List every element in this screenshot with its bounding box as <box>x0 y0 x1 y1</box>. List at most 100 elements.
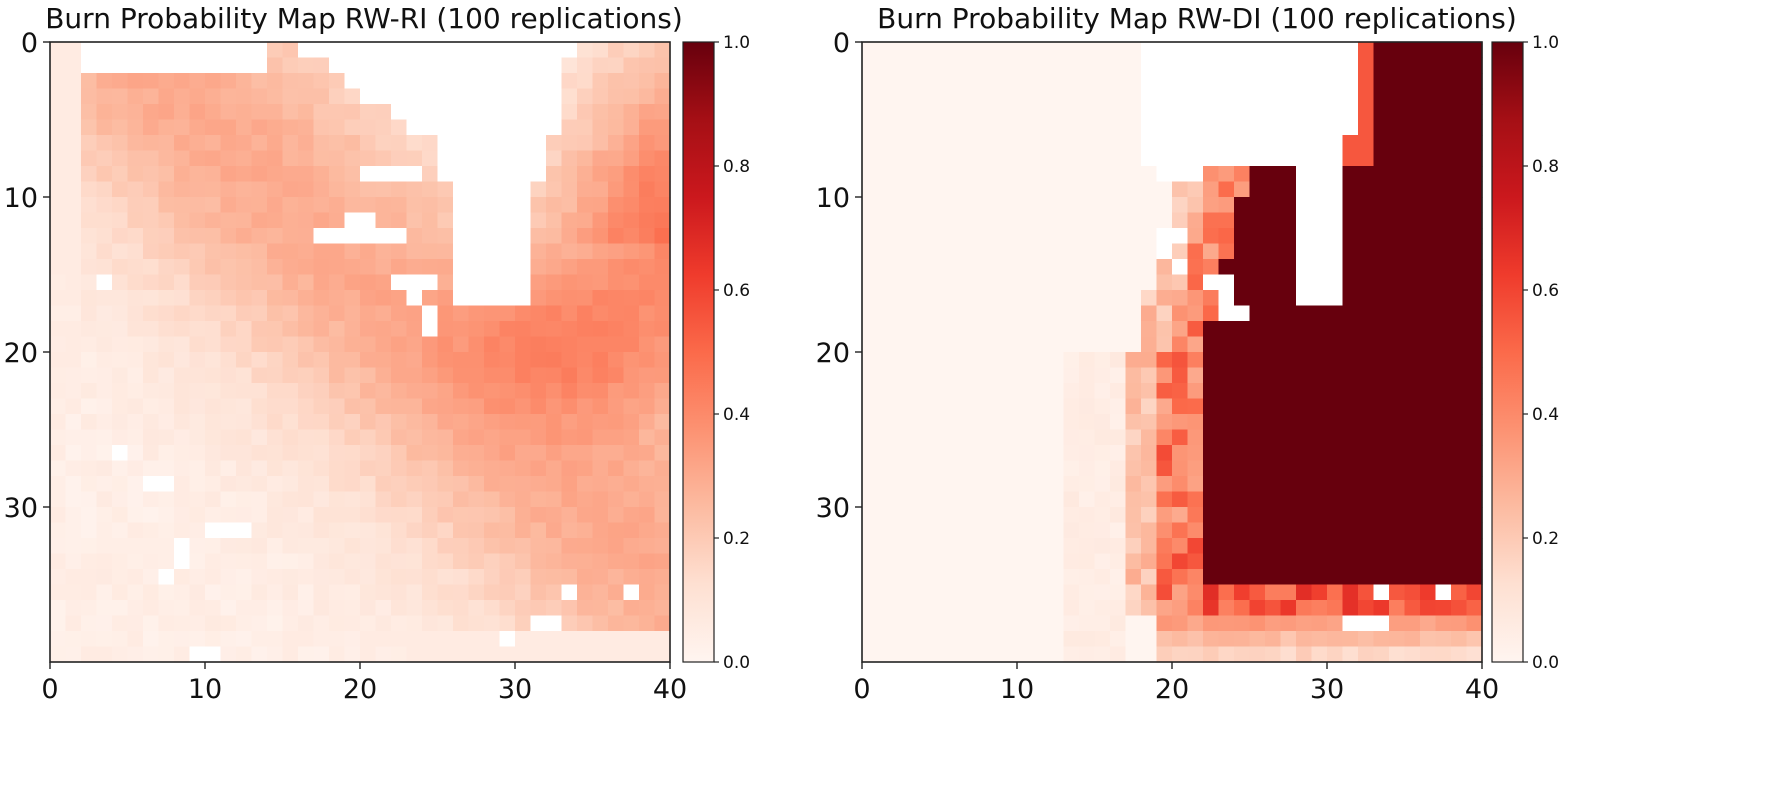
heatmap-cell <box>877 166 894 183</box>
heatmap-cell <box>893 290 910 307</box>
heatmap-cell <box>893 414 910 431</box>
heatmap-cell <box>1156 352 1173 369</box>
heatmap-cell <box>1187 398 1204 415</box>
heatmap-cell <box>375 476 392 493</box>
heatmap-cell <box>1404 398 1421 415</box>
heatmap-cell <box>608 321 625 338</box>
heatmap-cell <box>1110 150 1127 167</box>
heatmap-cell <box>1435 615 1452 632</box>
heatmap-cell <box>1451 553 1468 570</box>
heatmap-cell <box>282 460 299 477</box>
heatmap-cell <box>127 553 144 570</box>
heatmap-cell <box>639 600 656 617</box>
heatmap-cell <box>1094 569 1111 586</box>
heatmap-cell <box>1435 57 1452 74</box>
heatmap-cell <box>112 305 129 322</box>
heatmap-cell <box>893 615 910 632</box>
heatmap-cell <box>939 414 956 431</box>
heatmap-cell <box>50 367 67 384</box>
heatmap-cell <box>127 367 144 384</box>
heatmap-cell <box>1141 460 1158 477</box>
heatmap-cell <box>592 383 609 400</box>
heatmap-cell <box>577 522 594 539</box>
heatmap-cell <box>1094 553 1111 570</box>
heatmap-cell <box>1141 429 1158 446</box>
heatmap-cell <box>1280 507 1297 524</box>
heatmap-cell <box>608 305 625 322</box>
heatmap-cell <box>65 600 82 617</box>
heatmap-cell <box>1435 197 1452 214</box>
heatmap-cell <box>1327 104 1344 121</box>
heatmap-cell <box>189 631 206 648</box>
heatmap-cell <box>970 522 987 539</box>
heatmap-cell <box>1017 476 1034 493</box>
heatmap-cell <box>1125 445 1142 462</box>
heatmap-cell <box>1373 615 1390 632</box>
heatmap-cell <box>970 119 987 136</box>
heatmap-cell <box>877 274 894 291</box>
heatmap-cell <box>1218 274 1235 291</box>
heatmap-cell <box>453 197 470 214</box>
heatmap-cell <box>282 445 299 462</box>
heatmap-cell <box>1187 212 1204 229</box>
heatmap-cell <box>1389 538 1406 555</box>
heatmap-cell <box>220 243 237 260</box>
heatmap-cell <box>220 336 237 353</box>
heatmap-cell <box>344 57 361 74</box>
heatmap-cell <box>81 445 98 462</box>
heatmap-cell <box>282 569 299 586</box>
heatmap-cell <box>986 646 1003 663</box>
heatmap-cell <box>65 197 82 214</box>
heatmap-cell <box>1234 522 1251 539</box>
heatmap-cell <box>1296 181 1313 198</box>
heatmap-cell <box>924 228 941 245</box>
heatmap-cell <box>939 569 956 586</box>
heatmap-cell <box>1280 181 1297 198</box>
heatmap-cell <box>862 398 879 415</box>
heatmap-cell <box>406 476 423 493</box>
heatmap-cell <box>1032 646 1049 663</box>
heatmap-cell <box>1311 290 1328 307</box>
heatmap-cell <box>1234 119 1251 136</box>
heatmap-cell <box>1435 135 1452 152</box>
heatmap-cell <box>515 507 532 524</box>
heatmap-cell <box>639 491 656 508</box>
heatmap-cell <box>592 57 609 74</box>
heatmap-cell <box>437 522 454 539</box>
heatmap-cell <box>96 631 113 648</box>
heatmap-cell <box>1342 73 1359 90</box>
heatmap-cell <box>453 584 470 601</box>
heatmap-cell <box>1156 42 1173 59</box>
heatmap-cell <box>1156 631 1173 648</box>
heatmap-cell <box>1265 181 1282 198</box>
heatmap-cell <box>1141 569 1158 586</box>
heatmap-cell <box>1218 445 1235 462</box>
heatmap-cell <box>1172 274 1189 291</box>
heatmap-cell <box>127 414 144 431</box>
heatmap-cell <box>1358 243 1375 260</box>
heatmap-cell <box>251 615 268 632</box>
heatmap-cell <box>1265 383 1282 400</box>
heatmap-cell <box>174 445 191 462</box>
heatmap-cell <box>158 166 175 183</box>
heatmap-cell <box>1017 584 1034 601</box>
heatmap-cell <box>1311 398 1328 415</box>
heatmap-cell <box>955 305 972 322</box>
heatmap-cell <box>143 476 160 493</box>
heatmap-cell <box>1001 336 1018 353</box>
heatmap-cell <box>205 398 222 415</box>
heatmap-cell <box>1466 119 1483 136</box>
heatmap-cell <box>406 383 423 400</box>
heatmap-cell <box>1249 538 1266 555</box>
heatmap-cell <box>50 460 67 477</box>
heatmap-cell <box>1234 352 1251 369</box>
heatmap-cell <box>1404 476 1421 493</box>
heatmap-cell <box>1296 336 1313 353</box>
heatmap-cell <box>96 119 113 136</box>
heatmap-cell <box>236 135 253 152</box>
heatmap-cell <box>1420 321 1437 338</box>
heatmap-cell <box>344 522 361 539</box>
colorbar-tick-label: 0.6 <box>723 281 750 301</box>
heatmap-cell <box>1265 553 1282 570</box>
heatmap-cell <box>313 414 330 431</box>
